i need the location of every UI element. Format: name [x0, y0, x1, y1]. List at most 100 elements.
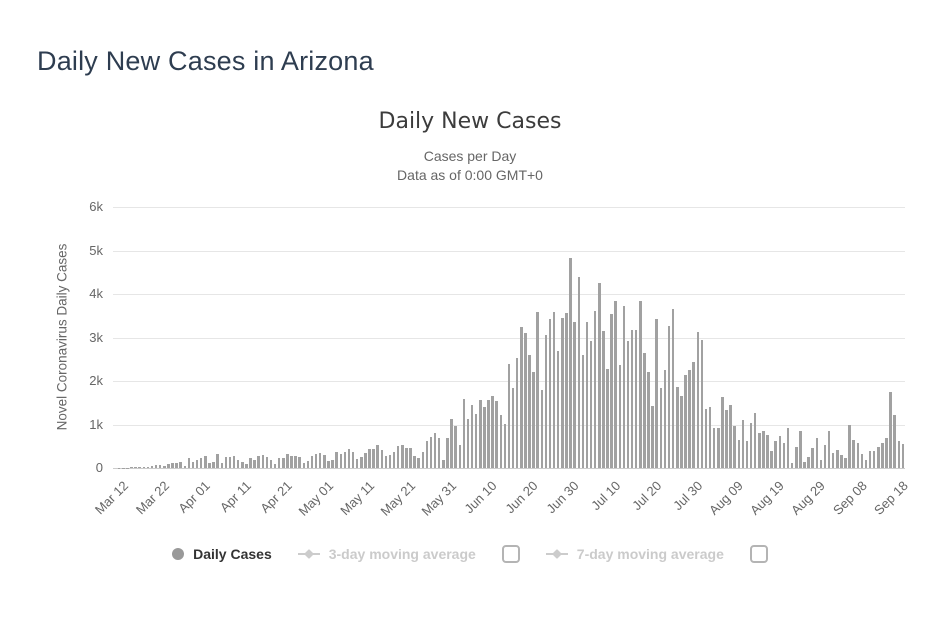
- legend-item-daily-cases[interactable]: Daily Cases: [172, 546, 272, 562]
- bar: [704, 408, 708, 468]
- bar: [692, 361, 695, 468]
- bar: [187, 458, 191, 468]
- bar: [831, 452, 835, 468]
- bar: [680, 395, 683, 468]
- chart-title: Daily New Cases: [378, 109, 562, 134]
- bar: [130, 467, 133, 468]
- checkbox-7day-average[interactable]: [749, 545, 768, 563]
- bar: [721, 396, 724, 468]
- bar: [626, 340, 630, 468]
- bar: [598, 282, 601, 468]
- y-tick-label: 1k: [89, 416, 103, 432]
- daily-new-cases-chart: Daily New Cases Cases per Day Data as of…: [35, 105, 910, 605]
- bar: [540, 389, 544, 468]
- bar: [762, 431, 765, 468]
- x-tick-label: Jul 20: [628, 478, 665, 514]
- legend-item-3day-average[interactable]: 3-day moving average: [297, 546, 476, 562]
- x-tick-label: Apr 11: [216, 478, 254, 516]
- bar: [881, 443, 884, 468]
- bar: [351, 452, 355, 468]
- bar: [335, 451, 338, 468]
- bar: [364, 452, 367, 468]
- bar: [179, 461, 182, 468]
- bar: [676, 386, 679, 468]
- bar: [795, 446, 798, 468]
- bar: [836, 450, 839, 468]
- legend-item-7day-average[interactable]: 7-day moving average: [545, 546, 724, 562]
- gridline: [113, 468, 905, 469]
- bar: [199, 458, 203, 468]
- bar: [224, 457, 228, 468]
- legend-label-3day-average: 3-day moving average: [328, 546, 476, 562]
- bar: [819, 460, 823, 468]
- bar: [696, 331, 700, 468]
- bar: [848, 424, 851, 468]
- bar: [901, 444, 905, 468]
- gridline: [113, 250, 905, 252]
- bar: [643, 352, 646, 468]
- bar: [146, 467, 150, 468]
- bar: [511, 388, 515, 468]
- bar: [425, 440, 429, 468]
- bar: [134, 467, 137, 468]
- legend: Daily Cases 3-day moving average 7-day m…: [35, 545, 905, 563]
- bar: [569, 257, 572, 468]
- bar: [368, 448, 371, 468]
- bar: [437, 437, 441, 468]
- bar: [507, 364, 511, 468]
- bar: [323, 455, 326, 468]
- bar: [548, 318, 552, 468]
- x-tick-label: Jul 30: [670, 478, 706, 514]
- bar: [163, 466, 166, 468]
- bar: [208, 462, 211, 468]
- bar: [868, 451, 872, 468]
- chart-subtitle-line1: Cases per Day: [423, 148, 517, 164]
- bar: [786, 428, 790, 468]
- bar: [585, 322, 589, 468]
- y-tick-label: 4k: [89, 286, 103, 301]
- bar: [355, 459, 359, 468]
- bar: [770, 451, 773, 468]
- bar: [167, 464, 170, 468]
- bar: [823, 444, 827, 468]
- bar: [154, 464, 158, 468]
- x-tick-label: Jul 10: [587, 478, 624, 514]
- bar: [671, 308, 675, 468]
- checkbox-3day-average[interactable]: [501, 545, 520, 563]
- x-tick-label: Apr 21: [257, 478, 295, 516]
- bar: [253, 459, 256, 468]
- chart-subtitle: Cases per Day Data as of 0:00 GMT+0: [35, 147, 905, 185]
- bar: [236, 460, 240, 468]
- bar: [667, 325, 671, 468]
- bar: [840, 454, 843, 468]
- bar: [138, 467, 141, 468]
- bar: [552, 311, 556, 468]
- bar: [565, 313, 568, 468]
- bar: [290, 456, 293, 468]
- bar: [318, 452, 322, 468]
- bar: [556, 350, 560, 468]
- bar: [249, 457, 252, 468]
- bar: [717, 428, 720, 468]
- y-tick-label: 5k: [89, 242, 103, 258]
- y-tick-label: 3k: [89, 329, 103, 345]
- bar: [852, 440, 855, 468]
- bar: [314, 454, 318, 468]
- bar: [766, 434, 769, 468]
- bar: [581, 354, 585, 468]
- bar: [655, 318, 658, 468]
- bar: [515, 358, 519, 468]
- bar: [536, 311, 539, 468]
- page-title: Daily New Cases in Arizona: [37, 46, 374, 77]
- x-tick-label: Sep 08: [829, 478, 870, 518]
- bar: [860, 454, 864, 468]
- bar: [700, 340, 704, 468]
- bar: [195, 460, 199, 468]
- bar: [708, 406, 712, 468]
- x-tick-label: Mar 12: [91, 478, 131, 518]
- bar: [212, 461, 215, 468]
- bar: [228, 456, 232, 468]
- bar: [544, 334, 548, 468]
- bar: [261, 454, 265, 468]
